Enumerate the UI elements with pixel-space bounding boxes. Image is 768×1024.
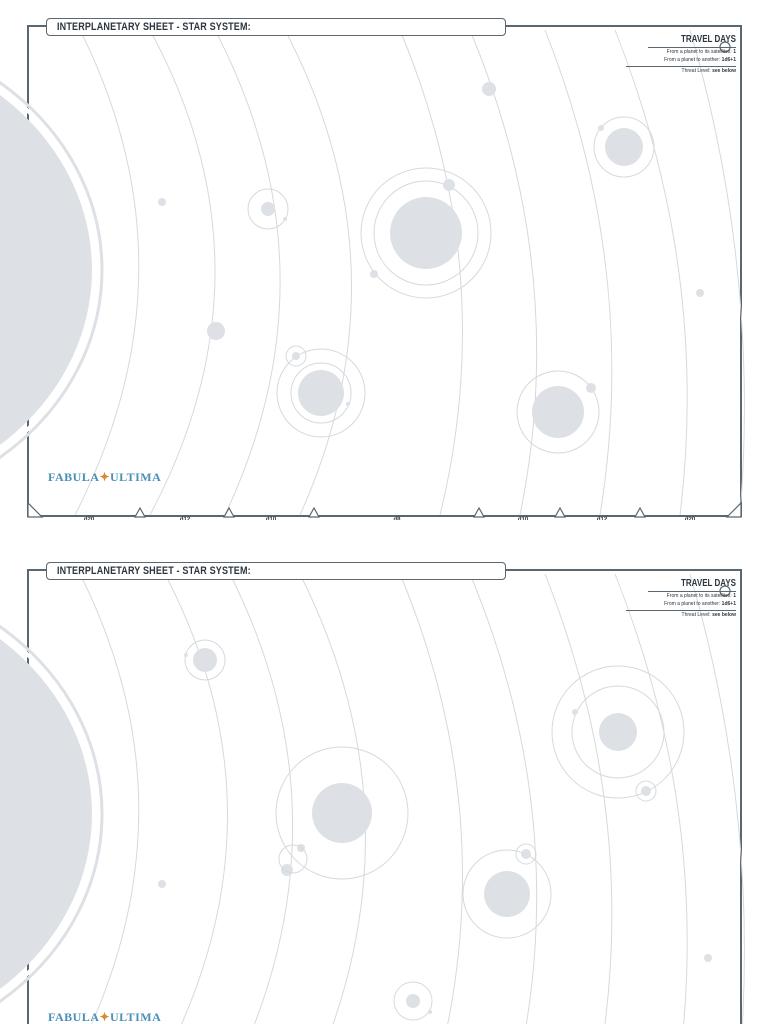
sheet-frame: [27, 569, 742, 1024]
threat-level-row: Threat Level: see below: [626, 610, 736, 618]
title-bar: INTERPLANETARY SHEET - STAR SYSTEM:: [46, 562, 506, 580]
planet: [261, 202, 275, 216]
travel-satellites-label: From a planet to its satellites:: [666, 49, 732, 55]
travel-days-heading: TRAVEL DAYS: [648, 578, 736, 592]
threat-level-value: see below: [712, 68, 736, 74]
planet: [158, 198, 166, 206]
threat-level-value: see below: [712, 612, 736, 618]
sun-icon: [0, 80, 104, 460]
travel-another-label: From a planet to another:: [664, 57, 721, 63]
planet: [207, 322, 225, 340]
fabula-ultima-logo: FABULA✦ULTIMA: [48, 1010, 161, 1024]
star-map-2: [0, 569, 745, 1024]
travel-another-value: 1d6+1: [721, 601, 736, 607]
logo-right: ULTIMA: [110, 1010, 162, 1024]
planet: [482, 82, 496, 96]
logo-left: FABULA: [48, 470, 100, 484]
travel-days-box: TRAVEL DAYS From a planet to its satelli…: [626, 34, 736, 74]
threat-level-row: Threat Level: see below: [626, 66, 736, 74]
sun-icon: [0, 624, 104, 1004]
planet: [312, 783, 372, 843]
fabula-ultima-logo: FABULA✦ULTIMA: [48, 470, 161, 485]
travel-satellites-value: 1: [733, 49, 736, 55]
travel-another-label: From a planet to another:: [664, 601, 721, 607]
planet: [298, 370, 344, 416]
die-label: d20: [83, 517, 95, 520]
planet: [696, 289, 704, 297]
die-label: d10: [265, 517, 277, 520]
travel-days-box: TRAVEL DAYS From a planet to its satelli…: [626, 578, 736, 618]
travel-another-row: From a planet to another: 1d6+1: [626, 600, 736, 608]
planet: [605, 128, 643, 166]
planet: [484, 871, 530, 917]
planets: [158, 82, 704, 454]
logo-separator-icon: ✦: [99, 470, 111, 484]
travel-satellites-label: From a planet to its satellites:: [666, 593, 732, 599]
logo-separator-icon: ✦: [99, 1010, 111, 1024]
planet: [532, 386, 584, 438]
planet: [158, 880, 166, 888]
travel-satellites-value: 1: [733, 593, 736, 599]
travel-days-heading: TRAVEL DAYS: [648, 34, 736, 48]
die-label: d8: [393, 517, 401, 520]
logo-left: FABULA: [48, 1010, 100, 1024]
orbit-lines: [79, 573, 745, 1024]
travel-another-row: From a planet to another: 1d6+1: [626, 56, 736, 64]
threat-level-label: Threat Level:: [681, 612, 711, 618]
sheet-frame: [27, 25, 742, 517]
sheet-title: INTERPLANETARY SHEET - STAR SYSTEM:: [57, 565, 251, 577]
planet: [704, 954, 712, 962]
sheet-title: INTERPLANETARY SHEET - STAR SYSTEM:: [57, 21, 251, 33]
planet: [599, 713, 637, 751]
die-label: d10: [517, 517, 529, 520]
planet: [390, 197, 462, 269]
star-map-1: [0, 25, 745, 518]
travel-another-value: 1d6+1: [721, 57, 736, 63]
planet: [193, 648, 217, 672]
orbit-lines: [74, 29, 745, 516]
die-label: d12: [179, 517, 191, 520]
planet: [406, 994, 420, 1008]
logo-right: ULTIMA: [110, 470, 162, 484]
die-label: d12: [596, 517, 608, 520]
die-label: d20: [684, 517, 696, 520]
travel-satellites-row: From a planet to its satellites: 1: [626, 48, 736, 56]
threat-level-label: Threat Level:: [681, 68, 711, 74]
title-bar: INTERPLANETARY SHEET - STAR SYSTEM:: [46, 18, 506, 36]
interplanetary-sheet-2: INTERPLANETARY SHEET - STAR SYSTEM: TRAV…: [0, 544, 768, 1024]
planets: [158, 639, 712, 1021]
travel-satellites-row: From a planet to its satellites: 1: [626, 592, 736, 600]
zone-markers: [27, 501, 742, 518]
interplanetary-sheet-1: INTERPLANETARY SHEET - STAR SYSTEM: TRAV…: [0, 18, 745, 520]
